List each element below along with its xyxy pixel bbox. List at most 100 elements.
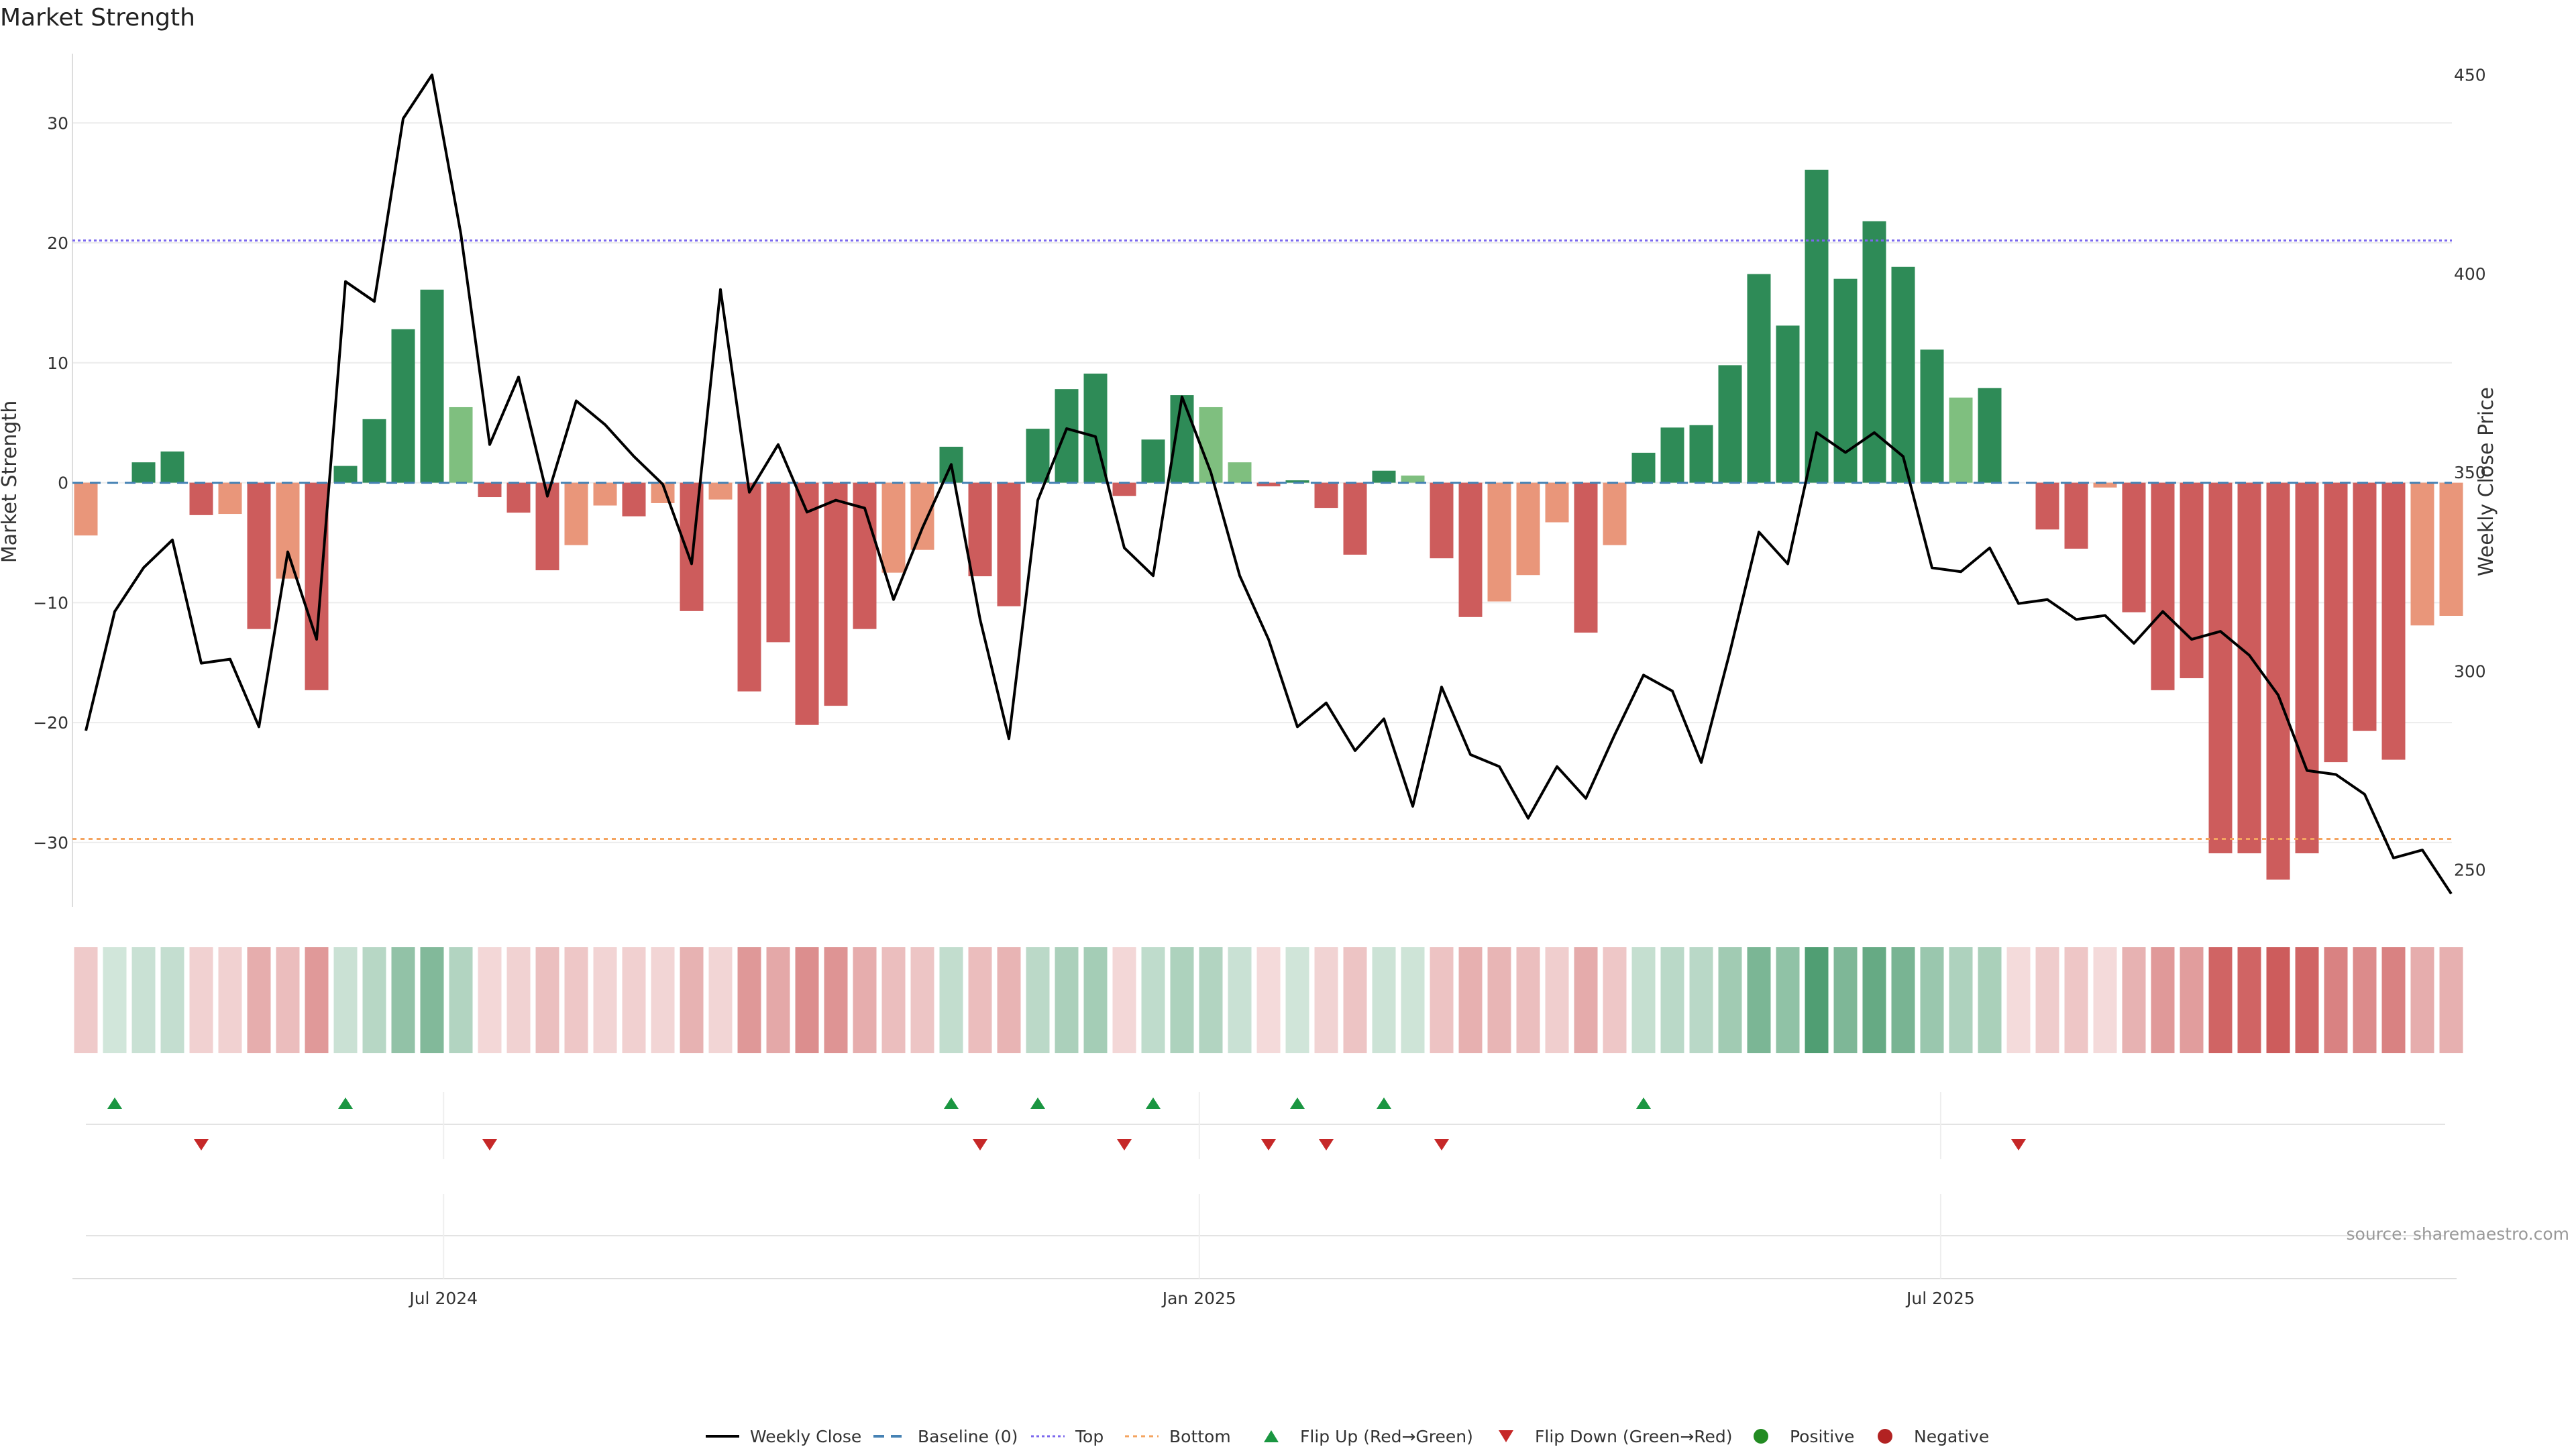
- flip-up-marker-4: [1146, 1097, 1161, 1109]
- flip-down-marker-6: [1434, 1139, 1449, 1150]
- bar-week-4: [189, 482, 213, 515]
- heat-cell-11: [391, 947, 415, 1053]
- legend-swatch-positive: [1754, 1429, 1768, 1444]
- bar-week-36: [1112, 482, 1136, 496]
- x-tick-label-1: Jan 2025: [1161, 1289, 1236, 1308]
- legend-label-6: Positive: [1790, 1427, 1854, 1446]
- heat-cell-18: [593, 947, 617, 1053]
- heat-cell-30: [939, 947, 963, 1053]
- flip-down-marker-2: [973, 1139, 987, 1150]
- bar-week-63: [1891, 266, 1915, 483]
- heat-cell-68: [2035, 947, 2059, 1053]
- flip-down-marker-5: [1319, 1139, 1334, 1150]
- heat-cell-26: [824, 947, 848, 1053]
- heat-cell-23: [737, 947, 761, 1053]
- left-tick-label-5: −20: [33, 713, 68, 733]
- heat-cell-63: [1891, 947, 1915, 1053]
- heat-cell-60: [1805, 947, 1829, 1053]
- heat-cell-82: [2439, 947, 2463, 1053]
- weekly-close-line: [85, 73, 2453, 895]
- bar-week-72: [2151, 482, 2175, 690]
- heat-cell-7: [276, 947, 300, 1053]
- flip-markers: [86, 1097, 2445, 1150]
- legend-swatch-negative: [1878, 1429, 1892, 1444]
- bar-week-31: [968, 482, 992, 577]
- right-tick-label-2: 350: [2454, 463, 2486, 482]
- right-tick-label-4: 250: [2454, 861, 2486, 880]
- bar-week-79: [2353, 482, 2377, 731]
- bar-week-8: [305, 482, 329, 690]
- bar-week-71: [2122, 482, 2146, 612]
- heat-cell-1: [103, 947, 127, 1053]
- legend-swatch-flip-down: [1499, 1430, 1513, 1442]
- heat-cell-78: [2324, 947, 2348, 1053]
- heat-cell-38: [1170, 947, 1194, 1053]
- bar-week-65: [1949, 397, 1973, 483]
- x-tick-label-0: Jul 2024: [408, 1289, 478, 1308]
- bar-week-11: [391, 329, 415, 483]
- heat-cell-17: [564, 947, 588, 1053]
- heat-cell-5: [218, 947, 242, 1053]
- heat-cell-66: [1978, 947, 2002, 1053]
- heat-cell-35: [1083, 947, 1108, 1053]
- heat-cell-24: [766, 947, 790, 1053]
- bar-week-21: [680, 482, 704, 611]
- legend-label-5: Flip Down (Green→Red): [1535, 1427, 1733, 1446]
- bar-week-9: [333, 466, 358, 483]
- flip-up-marker-6: [1377, 1097, 1391, 1109]
- bar-week-55: [1660, 427, 1684, 483]
- bar-week-40: [1228, 462, 1252, 483]
- bar-week-57: [1718, 365, 1742, 483]
- heat-cell-10: [362, 947, 386, 1053]
- x-tick-label-2: Jul 2025: [1905, 1289, 1975, 1308]
- heat-cell-57: [1718, 947, 1742, 1053]
- heat-cell-71: [2122, 947, 2146, 1053]
- flip-down-marker-0: [194, 1139, 209, 1150]
- bar-week-51: [1545, 482, 1569, 523]
- bar-week-26: [824, 482, 848, 706]
- bar-week-69: [2064, 482, 2088, 549]
- legend: Weekly Close Baseline (0) Top Bottom Flip Up…: [706, 1427, 1989, 1446]
- left-tick-label-3: 0: [58, 474, 68, 493]
- heat-cell-67: [2006, 947, 2031, 1053]
- bar-week-29: [910, 482, 934, 550]
- heat-cell-74: [2208, 947, 2233, 1053]
- heat-cell-44: [1343, 947, 1367, 1053]
- heat-cell-13: [449, 947, 473, 1053]
- legend-label-4: Flip Up (Red→Green): [1300, 1427, 1473, 1446]
- bar-week-6: [247, 482, 271, 629]
- heat-cell-12: [420, 947, 444, 1053]
- left-axis-label: Market Strength: [0, 400, 21, 563]
- heat-cell-39: [1199, 947, 1223, 1053]
- bar-week-13: [449, 407, 473, 483]
- flip-up-marker-7: [1636, 1097, 1651, 1109]
- bar-week-41: [1256, 482, 1281, 486]
- heat-cell-58: [1747, 947, 1771, 1053]
- heat-cell-19: [622, 947, 646, 1053]
- heat-strip: [74, 947, 2463, 1053]
- right-axis-ticks: 450 400 350 300 250: [2454, 66, 2486, 880]
- bar-week-53: [1603, 482, 1627, 545]
- reference-lines: [72, 239, 2452, 841]
- heat-cell-36: [1112, 947, 1136, 1053]
- bar-week-62: [1862, 221, 1886, 483]
- heat-cell-0: [74, 947, 98, 1053]
- heat-cell-65: [1949, 947, 1973, 1053]
- heat-cell-75: [2237, 947, 2261, 1053]
- heat-cell-4: [189, 947, 213, 1053]
- bar-week-59: [1776, 325, 1800, 483]
- right-axis-label: Weekly Close Price: [2475, 387, 2498, 576]
- heat-cell-64: [1920, 947, 1944, 1053]
- bar-week-46: [1401, 475, 1425, 483]
- heat-cell-37: [1141, 947, 1165, 1053]
- left-tick-label-6: −30: [33, 833, 68, 853]
- bar-week-45: [1372, 470, 1396, 483]
- heat-cell-28: [881, 947, 906, 1053]
- bar-week-66: [1978, 388, 2002, 483]
- heat-cell-73: [2180, 947, 2204, 1053]
- heat-cell-69: [2064, 947, 2088, 1053]
- heat-cell-29: [910, 947, 934, 1053]
- heat-cell-51: [1545, 947, 1569, 1053]
- heat-cell-55: [1660, 947, 1684, 1053]
- close-line-group: [85, 73, 2453, 895]
